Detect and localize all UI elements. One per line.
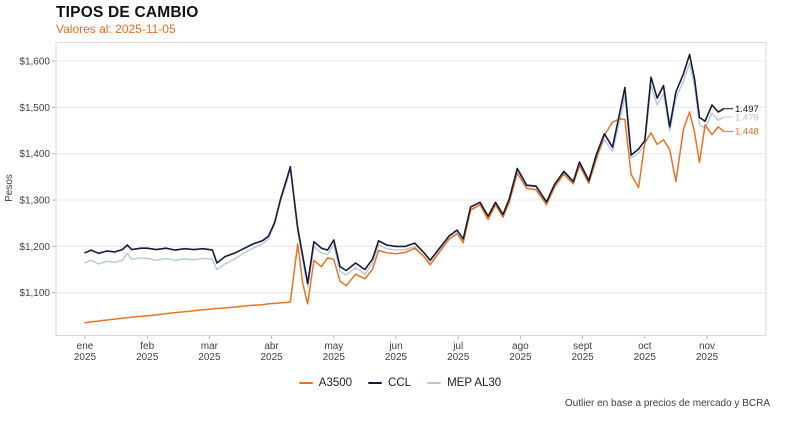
- x-tick-year-label: 2025: [571, 352, 594, 363]
- y-tick-label: $1,400: [19, 149, 50, 160]
- legend-line-swatch-icon: [298, 381, 313, 385]
- y-axis-title: Pesos: [4, 174, 15, 202]
- legend-label: A3500: [318, 377, 353, 389]
- plot-border: [55, 42, 767, 336]
- series-end-value-label: 1.497: [735, 104, 759, 115]
- legend-label: MEP AL30: [447, 377, 502, 389]
- legend-item-a3500: A3500: [298, 377, 353, 389]
- x-tick-month-label: oct: [638, 341, 652, 352]
- x-tick-month-label: feb: [140, 341, 154, 352]
- x-tick-month-label: sept: [573, 341, 592, 352]
- x-tick-year-label: 2025: [447, 352, 470, 363]
- legend-line-swatch-icon: [427, 381, 442, 385]
- x-tick-month-label: abr: [264, 341, 279, 352]
- x-tick-month-label: ago: [512, 341, 529, 352]
- source-note: Outlier en base a precios de mercado y B…: [564, 398, 770, 409]
- series-line: [84, 62, 725, 288]
- x-tick-month-label: jun: [388, 341, 402, 352]
- x-tick-year-label: 2025: [634, 352, 657, 363]
- y-tick-label: $1,100: [19, 288, 50, 299]
- x-tick-year-label: 2025: [74, 352, 97, 363]
- x-tick-year-label: 2025: [198, 352, 221, 363]
- legend-item-ccl: CCL: [368, 377, 411, 389]
- legend-item-mep-al30: MEP AL30: [427, 377, 501, 389]
- x-tick-year-label: 2025: [696, 352, 719, 363]
- series-end-value-label: 1.448: [735, 127, 759, 138]
- x-tick-month-label: jul: [452, 341, 463, 352]
- y-tick-label: $1,500: [19, 103, 50, 114]
- y-tick-label: $1,200: [19, 242, 50, 253]
- x-tick-year-label: 2025: [136, 352, 159, 363]
- series-end-value-label: 1.479: [735, 112, 759, 123]
- x-tick-month-label: ene: [77, 341, 94, 352]
- legend-line-swatch-icon: [368, 381, 383, 385]
- legend-label: CCL: [388, 377, 412, 389]
- y-tick-label: $1,600: [19, 57, 50, 68]
- series-line: [84, 111, 725, 324]
- x-tick-year-label: 2025: [260, 352, 283, 363]
- x-tick-year-label: 2025: [509, 352, 532, 363]
- x-tick-year-label: 2025: [323, 352, 346, 363]
- chart-legend: A3500 CCL MEP AL30: [0, 377, 800, 389]
- y-tick-label: $1,300: [19, 196, 50, 207]
- series-line: [84, 53, 725, 285]
- x-tick-month-label: nov: [699, 341, 715, 352]
- chart-subtitle-date: Valores al: 2025-11-05: [56, 22, 176, 36]
- page-title: TIPOS DE CAMBIO: [56, 4, 199, 21]
- x-tick-month-label: may: [324, 341, 343, 352]
- x-tick-month-label: mar: [201, 341, 219, 352]
- x-tick-year-label: 2025: [385, 352, 408, 363]
